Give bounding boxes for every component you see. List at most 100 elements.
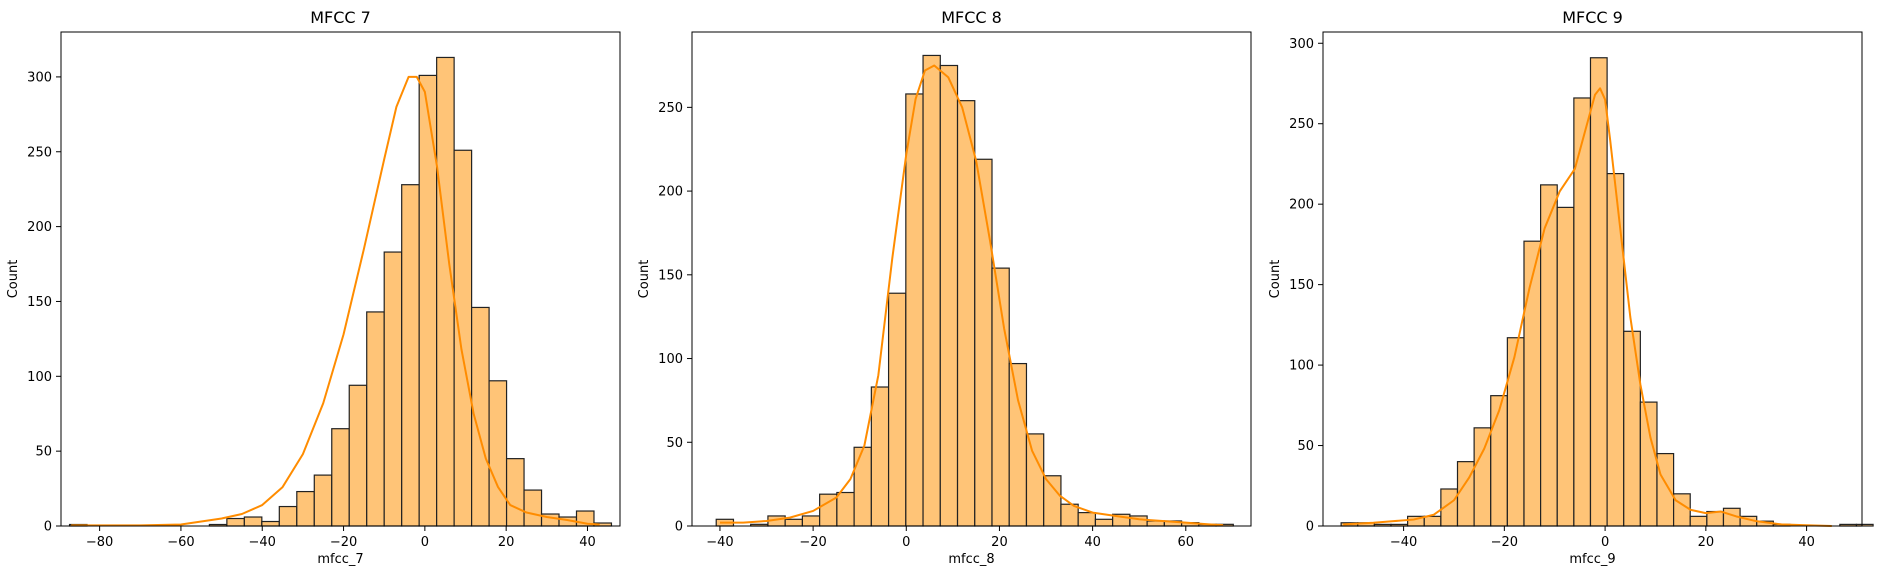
panel-1-title: MFCC 7: [310, 8, 371, 27]
panel-2-bar-14: [956, 100, 976, 527]
panel-2-bar-19: [1043, 475, 1062, 527]
panel-3-ytick-label-4: 200: [1289, 198, 1314, 213]
panel-2-ytick-label-5: 250: [658, 101, 683, 116]
panel-2-bar-21: [1077, 511, 1097, 527]
panel-3-bar-15: [1589, 57, 1608, 527]
panel-1-bar-26: [523, 489, 543, 527]
panel-3-bar-11: [1523, 240, 1542, 527]
panel-2-bar-4: [784, 518, 804, 527]
panel-3-ytick-label-3: 150: [1289, 278, 1314, 293]
panel-2-bar-13: [939, 64, 959, 527]
panel-1-bar-22: [453, 149, 473, 527]
panel-2-bar-5: [801, 515, 821, 527]
panel-2-bar-8: [853, 446, 872, 527]
panel-3-xtick-label-3: 20: [1698, 535, 1715, 550]
panel-1-bar-9: [226, 517, 245, 527]
panel-3-ylabel: Count: [1268, 260, 1283, 299]
panel-3-bar-17: [1623, 330, 1641, 527]
panel-3-bar-13: [1556, 206, 1575, 527]
panel-1: −80 −60 −40 −20 0 20 40 0 50 100 150 200 250 300 MFCC …: [6, 8, 621, 567]
panel-2-bar-10: [887, 292, 907, 527]
panel-1-bar-24: [488, 380, 508, 527]
panel-2-bar-18: [1025, 433, 1045, 527]
panel-2-axes-frame: [691, 31, 1252, 527]
panel-2-ytick-label-3: 150: [658, 268, 683, 283]
panel-2-xtick-label-2: 0: [902, 535, 910, 550]
panel-2-ytick-label-4: 200: [658, 185, 683, 200]
panel-3-kde-line: [1343, 87, 1832, 527]
panel-2: −40 −20 0 20 40 60 0 50 100 150 200 250 MFCC 8 mfcc_8…: [637, 8, 1252, 567]
panel-1-ytick-label-3: 150: [27, 295, 52, 310]
panel-2-ytick-label-2: 100: [658, 352, 683, 367]
panel-1-xtick-label-5: 20: [498, 535, 515, 550]
panel-1-kde-line: [71, 75, 600, 527]
panel-1-ytick-label-4: 200: [27, 220, 52, 235]
panel-3-bar-9: [1490, 395, 1508, 527]
panel-2-ytick-label-1: 50: [666, 436, 683, 451]
panel-3-ytick-label-6: 300: [1289, 37, 1314, 52]
panel-2-kde-line: [719, 64, 1224, 527]
panel-1-xtick-label-1: −60: [167, 535, 194, 550]
panel-2-bar-17: [1008, 362, 1028, 527]
panel-3-bar-8: [1473, 427, 1492, 527]
panel-1-bar-15: [331, 428, 350, 527]
panel-3-bar-19: [1656, 452, 1675, 527]
panel-2-bar-22: [1094, 518, 1114, 527]
panel-2-bar-12: [922, 54, 941, 527]
panel-3-ytick-label-0: 0: [1306, 520, 1314, 535]
panel-3: −40 −20 0 20 40 0 50 100 150 200 250 300 MFCC 9 mfcc_…: [1268, 8, 1874, 567]
panel-3-ytick-label-5: 250: [1289, 117, 1314, 132]
panel-1-bar-14: [313, 474, 333, 527]
panel-3-xtick-label-1: −20: [1491, 535, 1518, 550]
panel-1-bar-21: [436, 56, 455, 527]
panel-2-bar-7: [836, 491, 855, 527]
panel-1-bar-16: [348, 384, 368, 527]
panel-2-xtick-label-5: 60: [1178, 535, 1195, 550]
panel-3-bar-10: [1506, 337, 1525, 527]
panel-3-title: MFCC 9: [1562, 8, 1623, 27]
panel-2-title: MFCC 8: [941, 8, 1002, 27]
panel-1-xtick-label-0: −80: [86, 535, 113, 550]
panel-3-xtick-label-0: −40: [1390, 535, 1417, 550]
panel-1-bar-25: [505, 458, 525, 527]
panel-2-xtick-label-4: 40: [1084, 535, 1101, 550]
panel-2-ytick-label-0: 0: [675, 520, 683, 535]
panel-1-xlabel: mfcc_7: [317, 552, 363, 567]
panel-3-axes-frame: [1322, 31, 1863, 527]
panel-1-bar-12: [278, 505, 298, 527]
panel-2-ylabel: Count: [637, 260, 652, 299]
panel-1-ytick-label-6: 300: [27, 70, 52, 85]
panel-3-bar-5: [1423, 515, 1442, 527]
panel-1-ytick-label-2: 100: [27, 370, 52, 385]
panel-1-bar-18: [383, 251, 403, 527]
panel-3-bar-21: [1689, 515, 1708, 527]
panel-2-xtick-label-3: 20: [991, 535, 1008, 550]
panel-1-xtick-label-3: −20: [330, 535, 357, 550]
panel-1-bar-10: [243, 516, 263, 527]
panel-3-bar-31: [1855, 523, 1874, 527]
panel-2-xtick-label-0: −40: [706, 535, 733, 550]
panel-1-xtick-label-6: 40: [579, 535, 596, 550]
panel-1-xtick-label-2: −40: [249, 535, 276, 550]
panel-1-ytick-label-0: 0: [44, 520, 52, 535]
panel-3-bar-16: [1606, 173, 1625, 527]
panel-2-xtick-label-1: −20: [799, 535, 826, 550]
panel-3-xtick-label-4: 40: [1798, 535, 1815, 550]
panel-1-bar-13: [296, 490, 315, 527]
panel-3-ytick-label-2: 100: [1289, 359, 1314, 374]
panel-1-ytick-label-5: 250: [27, 145, 52, 160]
panel-3-xlabel: mfcc_9: [1569, 552, 1615, 567]
panel-3-ytick-label-1: 50: [1297, 439, 1314, 454]
panel-1-bar-17: [366, 311, 385, 527]
panel-1-xtick-label-4: 0: [421, 535, 429, 550]
panel-1-bar-11: [261, 520, 280, 527]
panel-2-bar-15: [974, 158, 993, 527]
panel-2-xlabel: mfcc_8: [948, 552, 994, 567]
panel-3-bar-18: [1639, 401, 1658, 527]
panel-3-bar-20: [1672, 493, 1691, 527]
panel-1-ylabel: Count: [6, 260, 21, 299]
panel-1-axes-frame: [60, 31, 621, 527]
panel-1-ytick-label-1: 50: [35, 445, 52, 460]
panel-1-bar-19: [401, 184, 420, 527]
